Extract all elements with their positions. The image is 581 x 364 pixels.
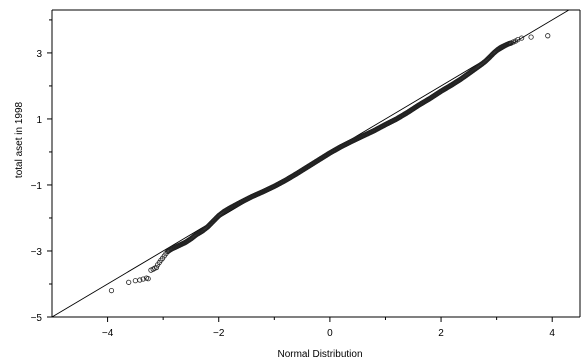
x-tick-label: 2: [438, 328, 444, 339]
data-point: [519, 35, 525, 41]
data-point: [545, 33, 551, 39]
y-tick-label: −1: [31, 181, 43, 192]
x-axis: −4 −2 0 2 4: [102, 317, 555, 339]
data-point: [137, 277, 143, 283]
y-axis: −5 −3 −1 1 3: [31, 19, 52, 324]
y-axis-label: total aset in 1998: [14, 101, 25, 178]
x-tick-label: −2: [213, 328, 225, 339]
y-tick-label: 3: [36, 49, 42, 60]
y-tick-label: 1: [36, 115, 42, 126]
x-tick-label: −4: [102, 328, 114, 339]
data-point: [153, 264, 160, 271]
data-point: [126, 279, 132, 285]
y-tick-label: −5: [31, 313, 43, 324]
data-points: [108, 33, 551, 294]
x-tick-label: 4: [549, 328, 555, 339]
data-point: [528, 34, 534, 40]
y-tick-label: −3: [31, 247, 43, 258]
data-point: [108, 287, 115, 294]
x-tick-label: 0: [327, 328, 333, 339]
x-axis-label: Normal Distribution: [277, 349, 362, 360]
plot-frame: [51, 9, 581, 318]
data-point: [145, 276, 151, 282]
data-point: [132, 278, 138, 284]
data-point: [140, 276, 146, 282]
